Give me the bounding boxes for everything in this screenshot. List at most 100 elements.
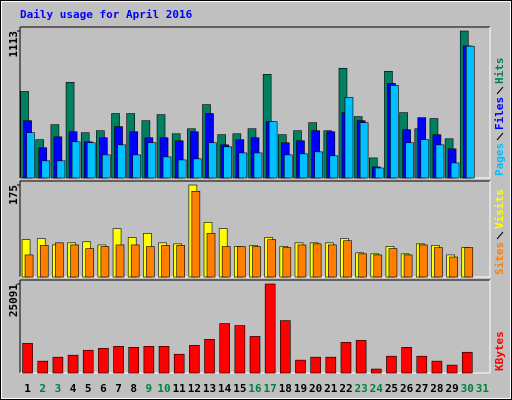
y-tick-label: 1113 [7,31,20,58]
bar [55,242,64,278]
bar [340,342,352,374]
bar [162,156,172,179]
bar [434,247,443,278]
x-tick-label: 28 [430,382,443,395]
bar [176,245,185,278]
x-tick-label: 23 [355,382,368,395]
bar [284,154,293,179]
bar [219,323,230,374]
bar [249,336,261,374]
bar [312,243,322,278]
bar [282,247,292,278]
bar [370,368,382,374]
bar [416,355,428,374]
legend-separator [496,86,504,95]
bar [70,244,79,278]
bar [208,142,217,179]
legend-separator [496,132,504,141]
bar [464,247,474,278]
x-tick-label: 12 [188,382,201,395]
bar [343,240,352,278]
bar [280,320,291,374]
bar [344,97,354,179]
bar [221,246,231,278]
x-tick-label: 17 [264,382,277,395]
x-tick-label: 25 [385,382,398,395]
bar [446,364,458,374]
x-tick-label: 19 [294,382,307,395]
bar [418,244,428,278]
bar [82,349,94,374]
legend-label: Hits [493,58,506,85]
bar [130,244,140,278]
bar [173,353,185,374]
bar [189,345,200,374]
bar [264,283,276,374]
bar [267,239,276,278]
bar [37,360,49,374]
x-tick-label: 21 [324,382,338,395]
x-tick-label: 18 [279,382,292,395]
bar [24,254,34,278]
x-tick-label: 27 [415,382,428,395]
x-tick-label: 3 [55,382,62,395]
bar [358,253,367,278]
bar [191,191,201,278]
bar [22,343,33,374]
x-tick-label: 11 [173,382,187,395]
x-tick-label: 2 [39,382,46,395]
bar [41,160,51,179]
bar [143,346,155,374]
x-tick-label: 16 [248,382,262,395]
bar [386,355,397,374]
bar [177,159,187,179]
bar [328,244,337,278]
bar [253,152,263,179]
x-tick-label: 10 [157,382,170,395]
bar [325,356,337,374]
bar [71,141,81,179]
chart-title: Daily usage for April 2016 [20,8,193,21]
x-tick-label: 22 [339,382,352,395]
bar [359,122,369,179]
x-tick-label: 13 [203,382,216,395]
bar [329,155,339,179]
x-tick-label: 20 [309,382,322,395]
x-tick-label: 30 [461,382,474,395]
bar [449,256,458,278]
bar [388,248,398,278]
bar [56,160,66,179]
bar [98,347,109,374]
bar [237,246,246,278]
bar [52,356,64,374]
bar [85,248,95,278]
bar [431,360,443,374]
legend-label: Pages [493,143,506,176]
x-tick-label: 29 [445,382,458,395]
bar [252,246,261,278]
bar [117,144,126,179]
bar [206,233,216,278]
x-tick-label: 8 [130,382,137,395]
bar [405,142,414,179]
x-tick-label: 4 [70,382,77,395]
bar [100,246,110,278]
bar [204,339,215,374]
bar [268,121,278,179]
bar [420,139,430,179]
bar [128,346,140,374]
bar [146,246,155,278]
bar [450,162,460,179]
x-tick-label: 15 [233,382,246,395]
bar [435,144,445,179]
bar [67,354,79,374]
bar [132,154,142,179]
bar [223,146,232,179]
bar [374,167,384,179]
bar [295,359,306,374]
bar [403,254,413,278]
bar [401,346,412,374]
x-tick-label: 31 [476,382,490,395]
